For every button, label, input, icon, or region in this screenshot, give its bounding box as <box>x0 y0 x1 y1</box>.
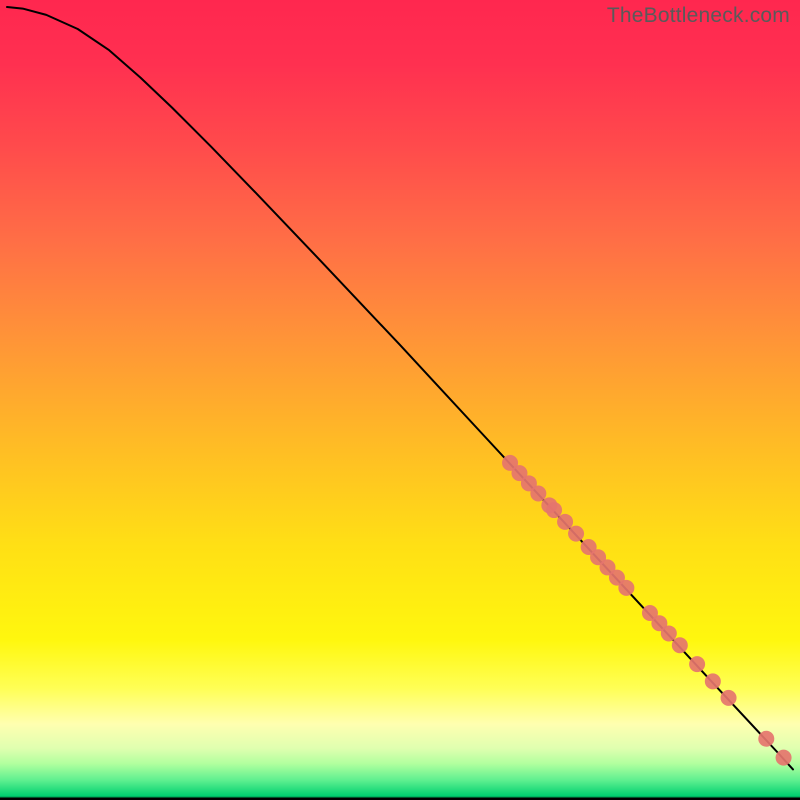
scatter-marker <box>530 486 546 502</box>
chart-container: TheBottleneck.com <box>0 0 800 800</box>
scatter-marker <box>672 637 688 653</box>
watermark-text: TheBottleneck.com <box>607 4 790 28</box>
plot-overlay <box>0 0 800 800</box>
scatter-marker <box>557 514 573 530</box>
curve-line <box>7 7 793 769</box>
scatter-marker <box>758 731 774 747</box>
scatter-marker <box>568 526 584 542</box>
scatter-markers <box>502 455 792 766</box>
scatter-marker <box>618 580 634 596</box>
scatter-marker <box>689 656 705 672</box>
scatter-marker <box>721 690 737 706</box>
scatter-marker <box>546 502 562 518</box>
scatter-marker <box>705 673 721 689</box>
scatter-marker <box>661 625 677 641</box>
scatter-marker <box>776 750 792 766</box>
